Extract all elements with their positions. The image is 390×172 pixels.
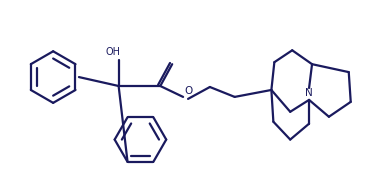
Text: OH: OH <box>105 47 120 57</box>
Text: N: N <box>305 88 313 98</box>
Text: O: O <box>184 86 192 96</box>
